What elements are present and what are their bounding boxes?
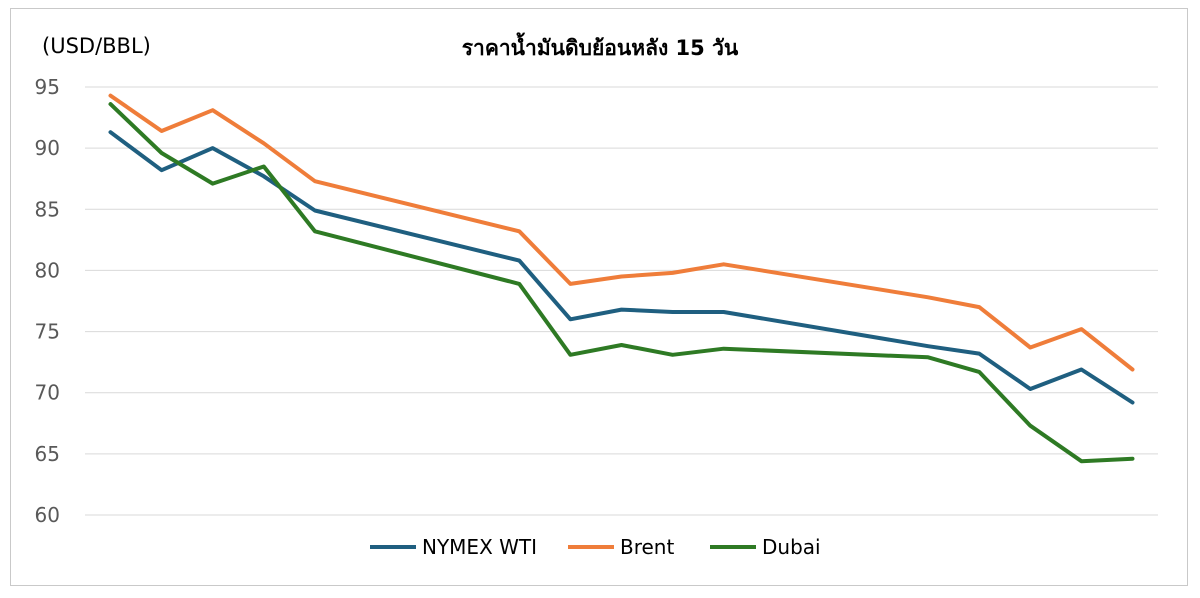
grid-lines: [85, 86, 1158, 516]
series-line-nymex-wti: [108, 130, 1135, 405]
y-tick-label-95: 95: [35, 75, 60, 99]
series-line-brent: [108, 93, 1135, 372]
legend-label-dubai: Dubai: [762, 535, 821, 559]
legend: NYMEX WTI Brent Dubai: [370, 535, 821, 559]
y-tick-label-75: 75: [35, 320, 60, 344]
y-tick-label-65: 65: [35, 442, 60, 466]
series-lines: [108, 93, 1135, 464]
y-axis-ticks: 60 65 70 75 80 85 90 95: [35, 75, 60, 527]
y-axis-unit-label: (USD/BBL): [42, 34, 151, 58]
y-tick-label-80: 80: [35, 258, 60, 282]
y-tick-label-70: 70: [35, 381, 60, 405]
series-line-dubai: [108, 102, 1135, 464]
chart-title: ราคาน้ำมันดิบย้อนหลัง 15 วัน: [462, 32, 739, 60]
y-tick-label-60: 60: [35, 503, 60, 527]
legend-label-brent: Brent: [620, 535, 674, 559]
y-tick-label-90: 90: [35, 136, 60, 160]
legend-label-nymex-wti: NYMEX WTI: [422, 535, 537, 559]
chart-frame: [10, 8, 1188, 586]
y-tick-label-85: 85: [35, 197, 60, 221]
